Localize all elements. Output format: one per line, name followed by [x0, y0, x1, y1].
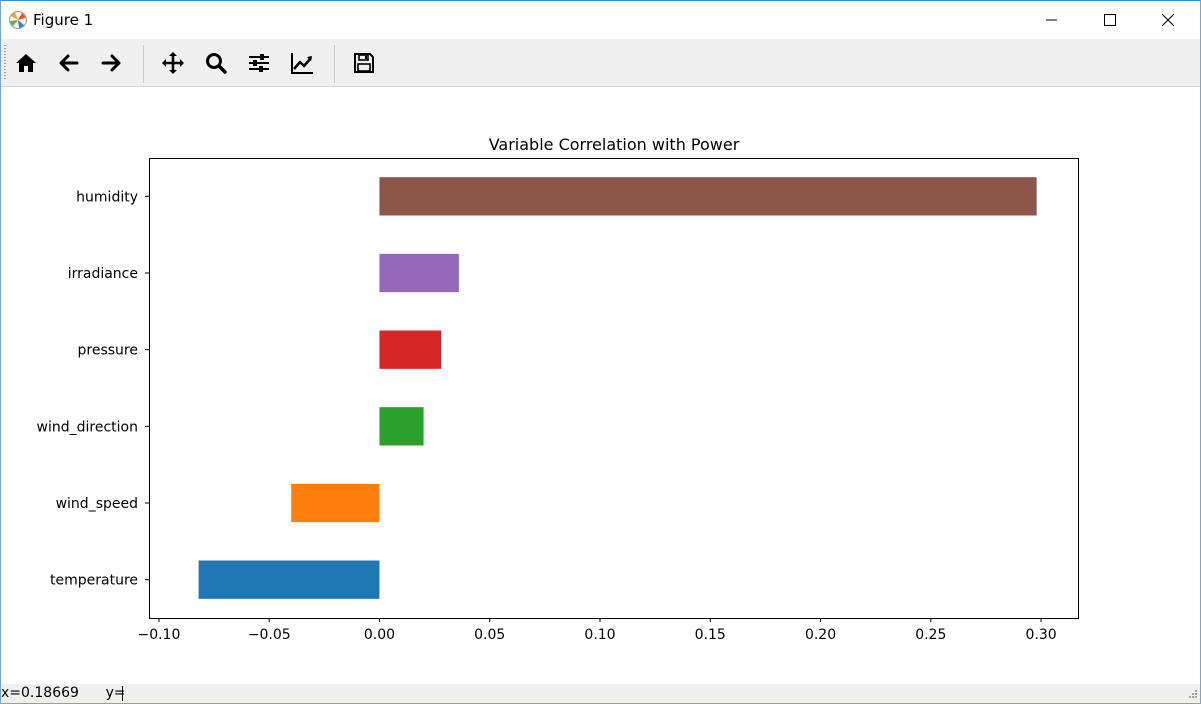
bars-group: [198, 177, 1037, 599]
minimize-button[interactable]: [1023, 1, 1081, 39]
maximize-button[interactable]: [1081, 1, 1139, 39]
figure-canvas[interactable]: Variable Correlation with Power temperat…: [1, 87, 1200, 684]
pan-icon: [162, 52, 184, 74]
configure-subplots-button[interactable]: [242, 46, 276, 80]
y-tick-label: wind_direction: [37, 419, 138, 435]
chart-title: Variable Correlation with Power: [489, 135, 740, 154]
x-tick-label: −0.05: [248, 627, 291, 643]
forward-arrow-icon: [101, 54, 121, 72]
x-tick-label: 0.05: [474, 627, 505, 643]
y-tick-label: temperature: [50, 573, 138, 589]
window-title: Figure 1: [33, 11, 94, 29]
save-icon: [354, 53, 374, 73]
bar-humidity: [379, 177, 1037, 216]
minimize-icon: [1046, 19, 1057, 21]
toolbar-separator: [143, 45, 144, 83]
forward-button[interactable]: [94, 46, 128, 80]
text-cursor: [122, 686, 123, 701]
x-tick-label: −0.10: [137, 627, 180, 643]
cursor-coordinates: x=0.18669 y=: [1, 685, 126, 701]
configure-subplots-icon: [249, 54, 269, 72]
bar-wind-speed: [291, 483, 380, 523]
navigation-toolbar: [1, 39, 1200, 87]
correlation-bar-chart[interactable]: Variable Correlation with Power temperat…: [1, 87, 1200, 684]
x-tick-label: 0.10: [584, 627, 615, 643]
back-arrow-icon: [59, 54, 79, 72]
zoom-icon: [206, 53, 227, 74]
bar-irradiance: [379, 253, 459, 293]
home-icon: [16, 54, 36, 72]
bar-pressure: [379, 330, 442, 369]
x-tick-label: 0.30: [1025, 627, 1056, 643]
save-button[interactable]: [347, 46, 381, 80]
back-button[interactable]: [52, 46, 86, 80]
y-tick-label: pressure: [78, 343, 138, 359]
home-button[interactable]: [9, 46, 43, 80]
resize-grip-icon[interactable]: [1186, 689, 1198, 701]
x-tick-label: 0.00: [364, 627, 395, 643]
plot-area[interactable]: [149, 158, 1079, 619]
y-tick-label: irradiance: [68, 266, 138, 282]
zoom-button[interactable]: [199, 46, 233, 80]
pan-button[interactable]: [156, 46, 190, 80]
bar-temperature: [198, 560, 380, 599]
y-axis: temperature wind_speed wind_direction press…: [37, 189, 149, 589]
x-tick-label: 0.20: [805, 627, 836, 643]
toolbar-grip[interactable]: [4, 45, 6, 81]
matplotlib-logo-icon: [9, 11, 27, 29]
close-icon: [1161, 13, 1175, 27]
y-tick-label: humidity: [76, 189, 138, 205]
bar-wind-direction: [379, 407, 424, 446]
maximize-icon: [1104, 14, 1116, 26]
y-tick-label: wind_speed: [56, 496, 138, 512]
toolbar-separator: [334, 45, 335, 83]
x-tick-label: 0.25: [915, 627, 946, 643]
x-axis: −0.10 −0.05 0.00 0.05 0.10 0.15 0.20 0.25 0.30: [137, 618, 1057, 643]
edit-axis-icon: [291, 53, 313, 74]
title-bar[interactable]: Figure 1: [1, 1, 1200, 39]
x-tick-label: 0.15: [695, 627, 726, 643]
status-bar: x=0.18669 y=: [1, 684, 1200, 703]
edit-axis-button[interactable]: [285, 46, 319, 80]
close-button[interactable]: [1139, 1, 1197, 39]
